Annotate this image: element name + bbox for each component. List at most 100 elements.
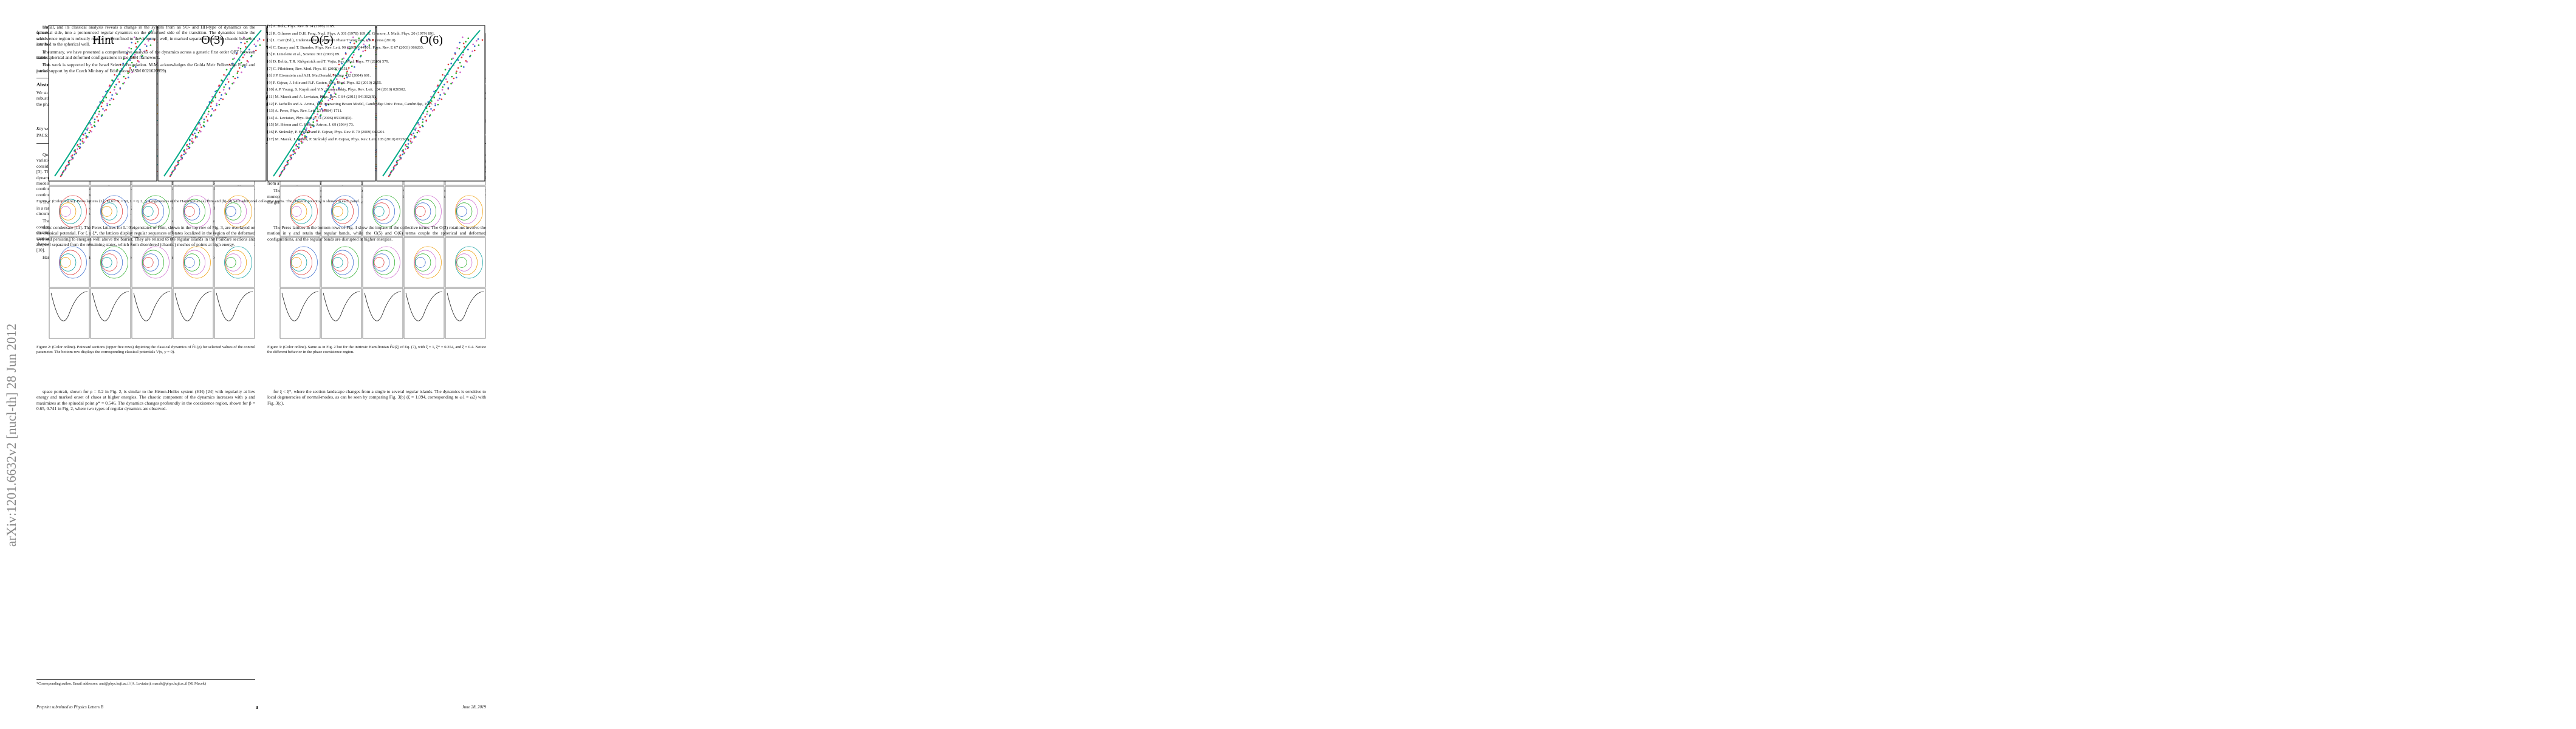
panel (321, 237, 362, 288)
state (399, 159, 400, 160)
paragraph: The Peres lattices in the bottom rows of… (267, 225, 486, 242)
state (335, 78, 338, 80)
orbit (291, 206, 302, 217)
figure-caption: Figure 4: (Color online). Peres lattices… (36, 199, 360, 204)
orbit (225, 253, 242, 272)
state (444, 83, 445, 86)
state (71, 154, 74, 156)
state (469, 55, 471, 56)
state (434, 104, 436, 106)
state (325, 103, 327, 104)
state (349, 47, 351, 50)
state (148, 39, 149, 42)
paragraph: space portrait, shown for ρ = 0.2 in Fig… (36, 389, 255, 412)
state (312, 118, 315, 120)
state (188, 146, 191, 148)
reference: [10] A.P. Young, S. Knysh and V.N. Smely… (267, 87, 406, 92)
orbit (332, 253, 349, 272)
figure-caption: Figure 3: (Color online). Same as in Fig… (267, 345, 486, 355)
state (464, 46, 465, 48)
state (149, 38, 151, 40)
state (355, 60, 358, 62)
state (329, 97, 331, 100)
state (466, 61, 468, 63)
orbit (100, 195, 128, 228)
state (312, 121, 315, 123)
orbit (455, 199, 478, 224)
orbit (183, 253, 200, 272)
state (394, 165, 396, 167)
state (187, 145, 189, 148)
state (214, 97, 217, 98)
state (188, 143, 191, 145)
state (103, 109, 106, 112)
potential (273, 30, 371, 177)
state (79, 143, 81, 145)
state (459, 71, 461, 74)
state (248, 37, 251, 39)
state (236, 77, 239, 78)
state (396, 160, 398, 162)
state (360, 55, 362, 56)
potential (216, 291, 253, 321)
state (453, 77, 455, 80)
orbit (414, 195, 442, 228)
state (128, 47, 130, 49)
state (218, 103, 221, 106)
state (460, 65, 462, 67)
orbit (290, 250, 313, 275)
orbit (143, 206, 154, 217)
state (346, 77, 348, 78)
state (222, 98, 224, 100)
orbit (414, 253, 431, 272)
state (430, 95, 432, 98)
orbit (374, 257, 385, 268)
orbit (414, 199, 437, 224)
state (417, 122, 419, 124)
state (316, 119, 318, 122)
state (419, 126, 421, 128)
state (109, 91, 111, 94)
orbit (142, 250, 165, 275)
state (344, 52, 347, 54)
state (372, 39, 374, 41)
state (433, 91, 435, 92)
state (368, 38, 370, 40)
state (441, 89, 444, 91)
state (141, 55, 143, 56)
state (439, 79, 441, 81)
potential (382, 30, 481, 177)
state (406, 145, 408, 148)
panel (173, 237, 214, 288)
panel (214, 186, 255, 237)
state (143, 50, 145, 52)
state (236, 72, 239, 74)
orbit (143, 257, 154, 268)
state (317, 113, 318, 115)
state (353, 43, 355, 44)
state (292, 153, 294, 156)
potential (323, 291, 360, 321)
state (399, 154, 402, 156)
state (79, 139, 81, 140)
orbit (415, 257, 426, 268)
panel (49, 237, 90, 288)
state (247, 61, 249, 63)
orbit (414, 250, 437, 275)
state (473, 49, 476, 52)
orbit (101, 206, 112, 217)
state (349, 41, 351, 44)
reference: [3] L. Carr (Ed.), Understanding Quantum… (267, 38, 397, 43)
state (362, 50, 364, 52)
state (240, 61, 242, 64)
state (298, 139, 300, 140)
orbit (183, 246, 211, 279)
reference: [11] M. Macek and A. Leviatan, Phys. Rev… (267, 94, 377, 99)
state (125, 77, 127, 80)
state (414, 129, 416, 131)
orbit (225, 206, 236, 217)
state (348, 59, 350, 61)
state (287, 159, 289, 162)
orbit (414, 202, 431, 221)
orbit (60, 253, 77, 272)
